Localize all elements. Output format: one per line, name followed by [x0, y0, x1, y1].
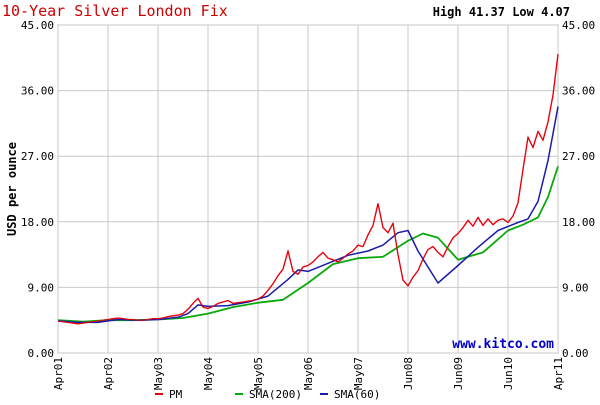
y-tick-label-right: 9.00	[562, 281, 589, 294]
watermark-link[interactable]: www.kitco.com	[452, 337, 554, 352]
x-tick-label: May05	[252, 357, 265, 390]
x-tick-label: May06	[302, 357, 315, 390]
y-tick-label-right: 45.00	[562, 19, 595, 32]
high-low-stats: High 41.37 Low 4.07	[433, 5, 570, 19]
y-tick-label-left: 0.00	[28, 347, 55, 360]
x-tick-label: May07	[352, 357, 365, 390]
x-tick-label: Apr01	[52, 357, 65, 390]
x-axis-ticks: Apr01 Apr02 May03 May04 May05 May06 May07 Jun08…	[52, 357, 565, 390]
x-tick-label: Jun08	[402, 357, 415, 390]
pm-series-line-overlay	[57, 54, 559, 325]
y-tick-label-left: 18.00	[21, 216, 54, 229]
y-tick-label-left: 27.00	[21, 150, 54, 163]
y-tick-label-right: 27.00	[562, 150, 595, 163]
y-tick-label-right: 18.00	[562, 216, 595, 229]
x-tick-label: Apr11	[552, 357, 565, 390]
grid-lines	[57, 24, 559, 354]
legend-pm-label: PM	[169, 388, 183, 400]
y-tick-label-right: 36.00	[562, 85, 595, 98]
y-tick-label-left: 9.00	[28, 281, 55, 294]
chart-title: 10-Year Silver London Fix	[2, 2, 228, 20]
sma60-series-line	[57, 106, 559, 324]
legend-sma60-label: SMA(60)	[334, 388, 380, 400]
x-tick-label: May04	[202, 357, 215, 390]
legend: PM SMA(200) SMA(60)	[155, 388, 380, 401]
y-axis-ticks: 0.00 0.00 9.00 9.00 18.00 18.00 27.00 27.00 36.0…	[21, 19, 595, 360]
x-tick-label: Apr02	[102, 357, 115, 390]
x-tick-label: May03	[152, 357, 165, 390]
y-tick-label-right: 0.00	[562, 347, 589, 360]
y-axis-label: USD per ounce	[5, 142, 19, 236]
x-tick-label: Jun10	[502, 357, 515, 390]
y-tick-label-left: 36.00	[21, 85, 54, 98]
x-tick-label: Jun09	[452, 357, 465, 390]
y-tick-label-left: 45.00	[21, 19, 54, 32]
legend-sma200-label: SMA(200)	[249, 388, 302, 400]
series-lines	[57, 54, 559, 325]
